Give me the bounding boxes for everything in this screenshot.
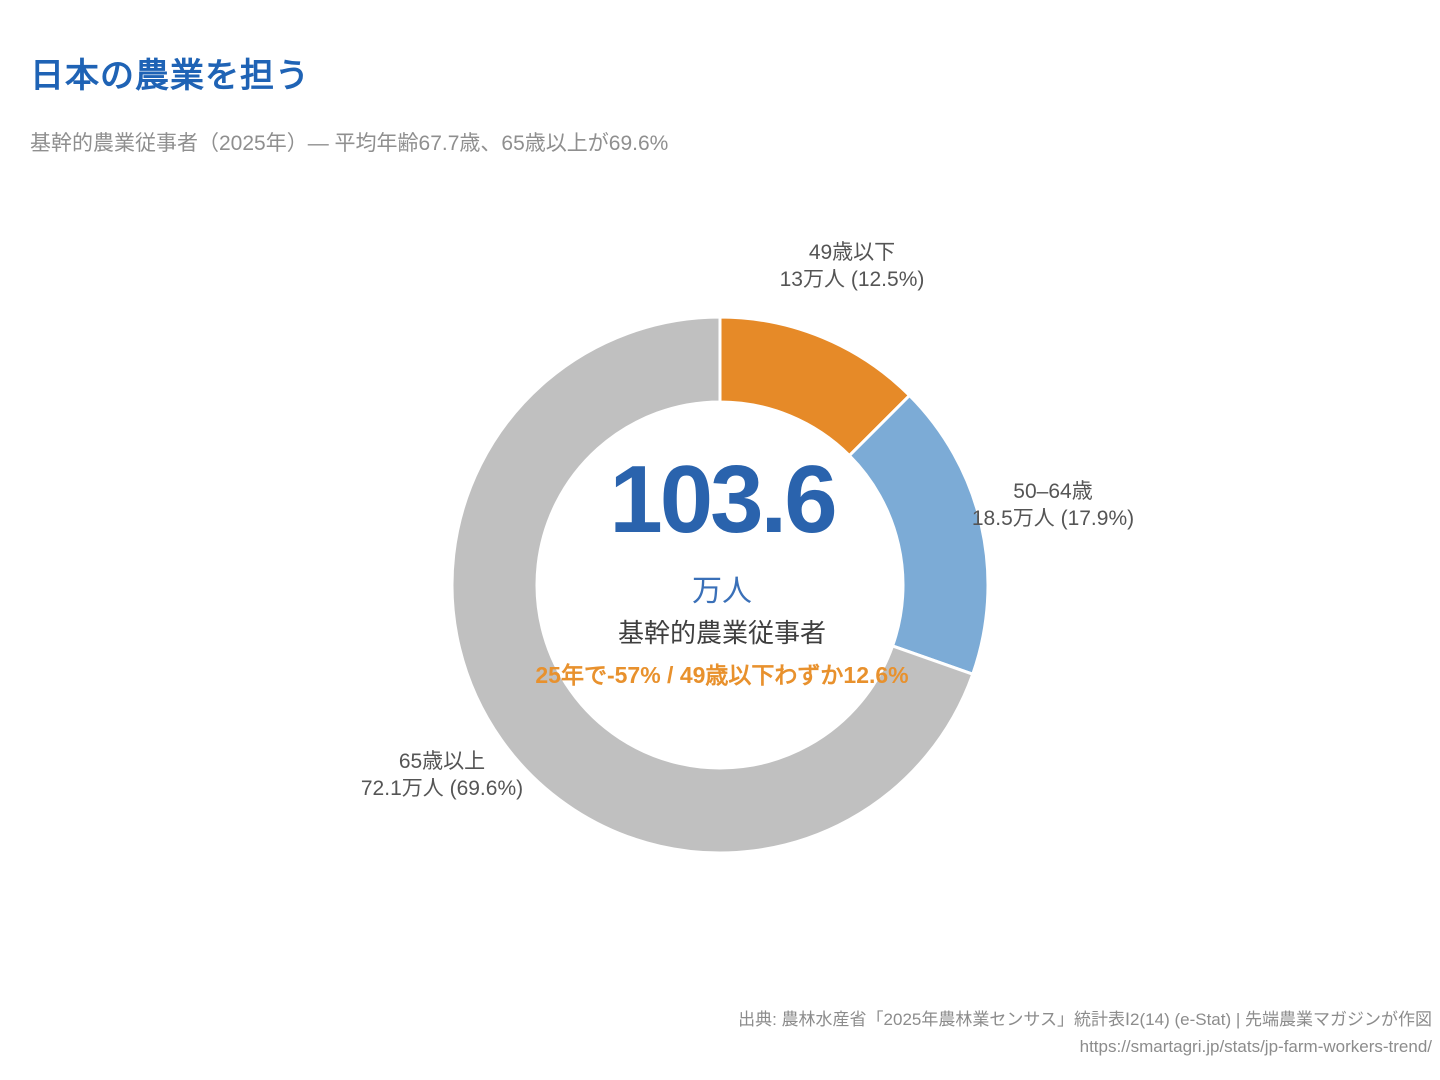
slice-label-over65: 65歳以上 72.1万人 (69.6%) [361, 748, 523, 802]
source-url: https://smartagri.jp/stats/jp-farm-worke… [1079, 1037, 1432, 1056]
slice-label-50-64-name: 50–64歳 [1013, 480, 1093, 503]
slice-label-under49-value: 13万人 (12.5%) [779, 268, 925, 291]
slice-label-50-64: 50–64歳 18.5万人 (17.9%) [972, 478, 1134, 532]
center-unit: 万人 [692, 575, 752, 608]
center-total-value: 103.6 [609, 446, 837, 553]
donut-segment-1 [847, 393, 990, 677]
page-title: 日本の農業を担う [30, 57, 310, 95]
donut-chart [450, 315, 990, 855]
center-note: 25年で-57% / 49歳以下わずか12.6% [535, 662, 909, 688]
slice-label-50-64-value: 18.5万人 (17.9%) [971, 507, 1135, 530]
slice-label-over65-name: 65歳以上 [398, 750, 486, 773]
slice-label-under49-name: 49歳以下 [808, 241, 896, 264]
center-label: 基幹的農業従事者 [617, 618, 827, 648]
donut-segment-2 [450, 315, 975, 855]
page-subtitle: 基幹的農業従事者（2025年）— 平均年齢67.7歳、65歳以上が69.6% [30, 132, 669, 155]
slice-label-under49: 49歳以下 13万人 (12.5%) [780, 239, 925, 293]
slice-label-over65-value: 72.1万人 (69.6%) [360, 777, 524, 800]
source-line: 出典: 農林水産省「2025年農林業センサス」統計表Ⅰ2(14) (e-Stat… [738, 1010, 1432, 1029]
source-attribution: 出典: 農林水産省「2025年農林業センサス」統計表Ⅰ2(14) (e-Stat… [738, 1006, 1432, 1060]
